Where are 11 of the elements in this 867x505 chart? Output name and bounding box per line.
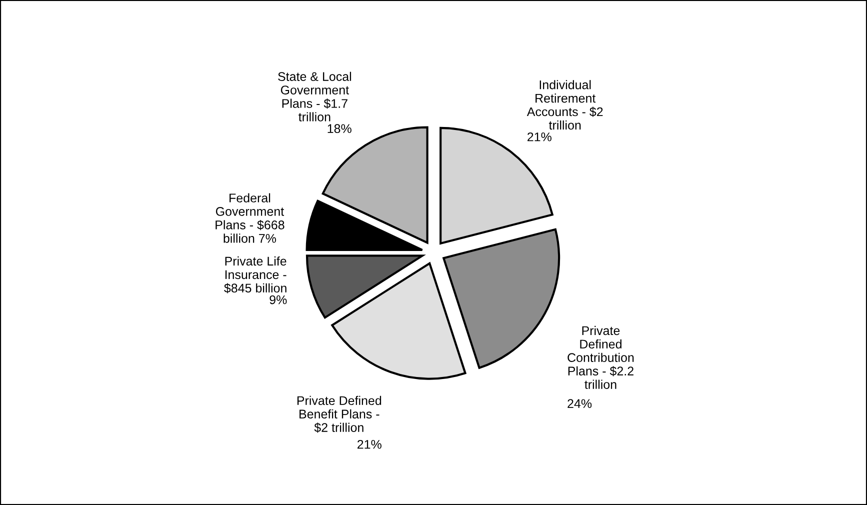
data-label: 24%	[568, 399, 592, 408]
slice-label: Individual Retirement Accounts - $2 trillion	[526, 80, 603, 130]
slice-label: Private Defined Contribution Plans - $2.2 trillion	[568, 326, 634, 389]
slice-label: State & Local Government Plans - $1.7 trillion	[278, 72, 352, 122]
data-label: 9%	[270, 295, 287, 304]
data-label: 21%	[358, 440, 382, 449]
slice-label: Private Defined Benefit Plans - $2 trillion	[297, 396, 382, 433]
slice-label: Private Life Insurance - $845 billion	[224, 256, 286, 294]
slice-label: Federal Government Plans - $668 billion 7%	[216, 193, 284, 243]
data-label: 21%	[528, 132, 552, 142]
data-label: 18%	[328, 124, 352, 134]
